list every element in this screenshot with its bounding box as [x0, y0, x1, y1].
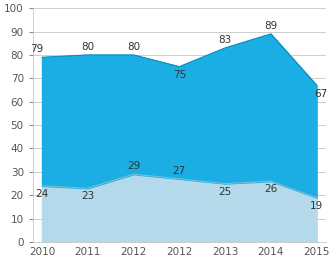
Text: 80: 80	[127, 42, 140, 52]
Text: 19: 19	[310, 201, 323, 211]
Text: 79: 79	[30, 44, 43, 54]
Text: 80: 80	[81, 42, 94, 52]
Text: 67: 67	[315, 88, 328, 98]
Text: 25: 25	[218, 187, 232, 197]
Text: 89: 89	[264, 21, 277, 31]
Text: 83: 83	[218, 35, 232, 45]
Text: 26: 26	[264, 184, 277, 194]
Text: 29: 29	[127, 161, 140, 171]
Text: 27: 27	[173, 166, 186, 176]
Text: 24: 24	[36, 189, 49, 199]
Text: 23: 23	[81, 191, 94, 201]
Text: 75: 75	[173, 70, 186, 80]
